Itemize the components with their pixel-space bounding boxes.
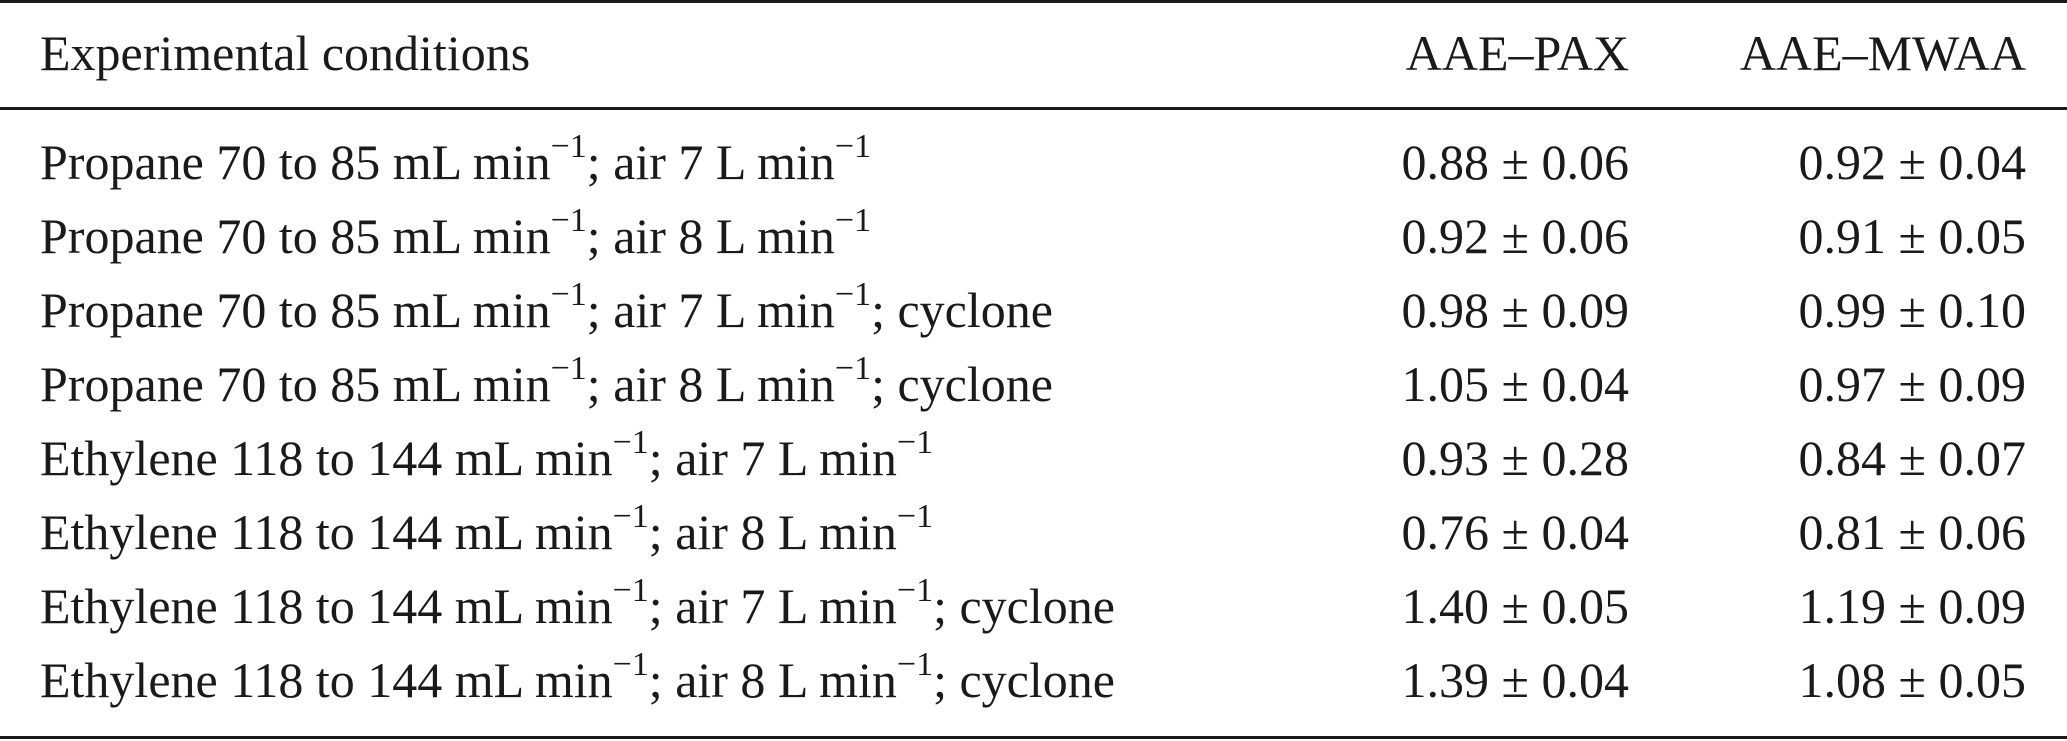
header-cell: AAE–PAX <box>1405 25 1629 81</box>
condition-cell: Ethylene 118 to 144 mL min−1; air 8 L mi… <box>40 648 1115 710</box>
text-part: ; air 7 L min <box>586 134 835 190</box>
condition-cell: Ethylene 118 to 144 mL min−1; air 8 L mi… <box>40 500 933 562</box>
condition-cell: Propane 70 to 85 mL min−1; air 8 L min−1 <box>40 204 871 266</box>
value-cell: 1.08 ± 0.05 <box>1798 652 2026 708</box>
exponent: −1 <box>612 646 649 684</box>
text-part: ; air 8 L min <box>648 652 897 708</box>
condition-cell: Propane 70 to 85 mL min−1; air 7 L min−1… <box>40 278 1053 340</box>
exponent: −1 <box>834 350 872 388</box>
text-part: Ethylene 118 to 144 mL min <box>40 504 613 560</box>
exponent: −1 <box>834 202 872 240</box>
exponent: −1 <box>550 202 587 240</box>
condition-cell: Propane 70 to 85 mL min−1; air 8 L min−1… <box>40 352 1053 414</box>
value-cell: 0.97 ± 0.09 <box>1798 356 2026 412</box>
text-part: Ethylene 118 to 144 mL min <box>40 430 613 486</box>
header-cell: AAE–MWAA <box>1739 25 2026 81</box>
value-cell: 1.05 ± 0.04 <box>1401 356 1629 412</box>
exponent: −1 <box>896 498 934 536</box>
text-part: ; cyclone <box>871 356 1053 412</box>
exponent: −1 <box>896 572 934 610</box>
exponent: −1 <box>896 424 934 462</box>
bottom-rule <box>0 736 2067 739</box>
text-part: ; air 7 L min <box>648 430 897 486</box>
exponent: −1 <box>896 646 934 684</box>
exponent: −1 <box>834 276 872 314</box>
condition-cell: Ethylene 118 to 144 mL min−1; air 7 L mi… <box>40 574 1115 636</box>
text-part: ; air 8 L min <box>586 208 835 264</box>
value-cell: 0.88 ± 0.06 <box>1401 134 1629 190</box>
text-part: Ethylene 118 to 144 mL min <box>40 652 613 708</box>
text-part: Propane 70 to 85 mL min <box>40 282 551 338</box>
value-cell: 0.93 ± 0.28 <box>1401 430 1629 486</box>
value-cell: 1.40 ± 0.05 <box>1401 578 1629 634</box>
text-part: ; air 7 L min <box>586 282 835 338</box>
value-cell: 0.91 ± 0.05 <box>1798 208 2026 264</box>
value-cell: 0.81 ± 0.06 <box>1798 504 2026 560</box>
text-part: Propane 70 to 85 mL min <box>40 356 551 412</box>
exponent: −1 <box>550 276 587 314</box>
exponent: −1 <box>612 572 649 610</box>
text-part: ; cyclone <box>933 652 1115 708</box>
header-cell: Experimental conditions <box>40 25 531 81</box>
exponent: −1 <box>834 128 872 166</box>
value-cell: 0.99 ± 0.10 <box>1798 282 2026 338</box>
exponent: −1 <box>550 350 587 388</box>
exponent: −1 <box>550 128 587 166</box>
condition-cell: Propane 70 to 85 mL min−1; air 7 L min−1 <box>40 130 871 192</box>
condition-cell: Ethylene 118 to 144 mL min−1; air 7 L mi… <box>40 426 933 488</box>
text-part: ; air 8 L min <box>586 356 835 412</box>
exponent: −1 <box>612 498 649 536</box>
text-part: Propane 70 to 85 mL min <box>40 134 551 190</box>
value-cell: 1.19 ± 0.09 <box>1798 578 2026 634</box>
text-part: ; cyclone <box>871 282 1053 338</box>
value-cell: 1.39 ± 0.04 <box>1401 652 1629 708</box>
exponent: −1 <box>612 424 649 462</box>
text-part: ; air 8 L min <box>648 504 897 560</box>
value-cell: 0.76 ± 0.04 <box>1401 504 1629 560</box>
value-cell: 0.84 ± 0.07 <box>1798 430 2026 486</box>
value-cell: 0.98 ± 0.09 <box>1401 282 1629 338</box>
value-cell: 0.92 ± 0.04 <box>1798 134 2026 190</box>
top-rule <box>0 0 2067 3</box>
text-part: ; cyclone <box>933 578 1115 634</box>
text-part: Propane 70 to 85 mL min <box>40 208 551 264</box>
mid-rule <box>0 107 2067 110</box>
value-cell: 0.92 ± 0.06 <box>1401 208 1629 264</box>
text-part: Ethylene 118 to 144 mL min <box>40 578 613 634</box>
text-part: ; air 7 L min <box>648 578 897 634</box>
